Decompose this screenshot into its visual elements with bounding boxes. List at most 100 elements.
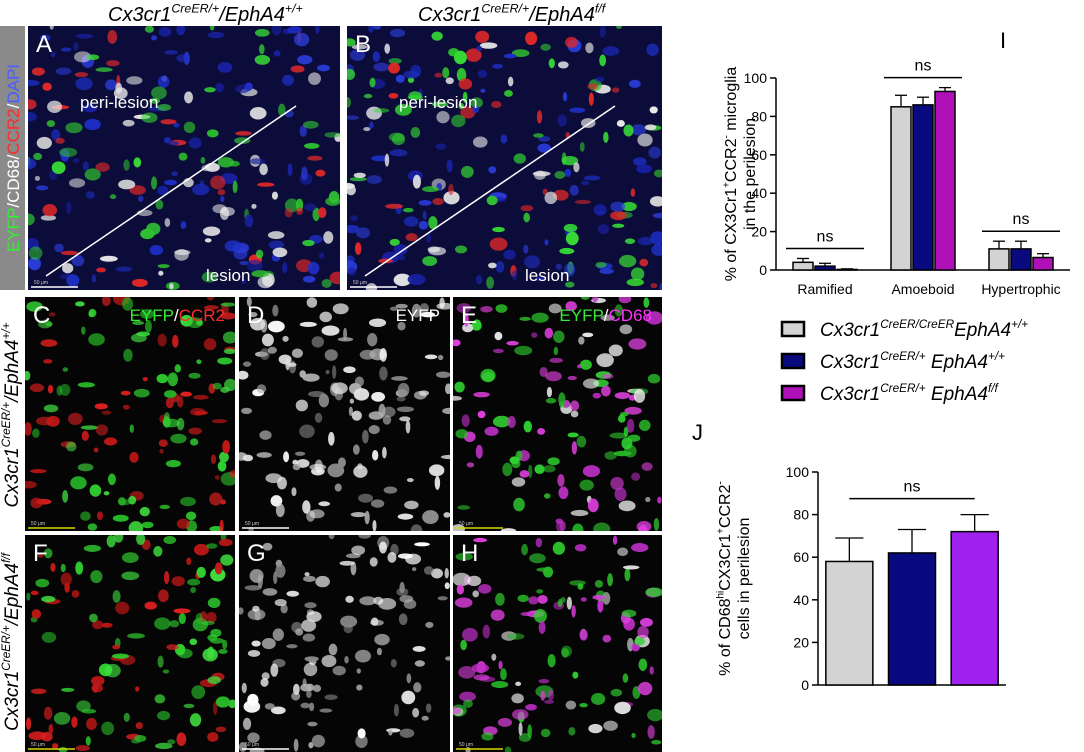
cell xyxy=(142,376,148,382)
cell xyxy=(256,452,272,458)
cell xyxy=(491,653,497,661)
cell xyxy=(311,336,324,348)
cell xyxy=(500,668,507,681)
region-label: peri-lesion xyxy=(80,93,158,112)
stain: EYFP xyxy=(4,208,23,252)
cell xyxy=(412,645,426,652)
cell xyxy=(445,656,450,661)
cell xyxy=(511,270,518,281)
text-part: EphA4 xyxy=(954,320,1011,341)
cell xyxy=(350,511,367,518)
cell xyxy=(453,395,462,401)
cell xyxy=(242,717,252,730)
cell xyxy=(497,717,513,727)
cell xyxy=(582,332,594,338)
cell xyxy=(311,734,325,748)
cell xyxy=(164,217,171,227)
cell xyxy=(368,26,374,33)
cell xyxy=(426,232,432,243)
cell xyxy=(343,624,353,634)
cell xyxy=(28,257,42,271)
cell xyxy=(458,666,476,679)
cell xyxy=(324,349,338,361)
cell xyxy=(611,87,620,93)
cell xyxy=(258,44,265,55)
cell xyxy=(95,424,108,436)
cell xyxy=(155,199,164,210)
cell xyxy=(174,249,191,256)
cell xyxy=(631,472,641,481)
cell xyxy=(157,333,167,347)
cell xyxy=(357,463,363,470)
text-part: +/+ xyxy=(1011,318,1028,331)
cell xyxy=(302,373,320,382)
cell xyxy=(112,644,121,650)
cell xyxy=(224,378,235,392)
cell xyxy=(394,103,412,116)
scale-label: 50 μm xyxy=(459,742,473,748)
cell xyxy=(519,470,530,478)
cell xyxy=(84,168,101,181)
cell xyxy=(357,728,366,739)
cell xyxy=(170,433,187,444)
cell xyxy=(515,681,522,687)
bar xyxy=(950,530,999,686)
cell xyxy=(127,633,145,639)
cell xyxy=(29,383,45,393)
panel-letter: G xyxy=(247,540,266,567)
cell xyxy=(239,370,249,380)
cell xyxy=(406,477,414,483)
y-tick-label: 100 xyxy=(786,464,810,480)
cell xyxy=(462,91,468,103)
cell xyxy=(273,50,281,57)
cell xyxy=(593,522,611,531)
cell xyxy=(488,166,497,174)
cell xyxy=(564,168,572,177)
cell xyxy=(419,303,430,315)
cell xyxy=(535,537,543,548)
cell xyxy=(527,724,532,739)
cell xyxy=(43,359,53,364)
cell xyxy=(186,557,192,566)
cell xyxy=(131,278,148,287)
cell xyxy=(229,470,235,478)
cell xyxy=(165,460,181,468)
stain: CD68 xyxy=(609,306,652,325)
text-part: hi xyxy=(715,591,726,599)
cell xyxy=(650,283,658,289)
cell xyxy=(621,609,637,618)
cell xyxy=(534,464,545,475)
cell xyxy=(588,723,603,734)
cell xyxy=(243,700,261,713)
cell xyxy=(207,31,225,39)
text-part: CreER/+ xyxy=(880,350,926,363)
cell xyxy=(157,655,164,668)
cell xyxy=(418,199,432,206)
cell xyxy=(626,418,635,433)
cell xyxy=(354,376,364,387)
cell xyxy=(71,716,78,728)
cell xyxy=(169,620,180,628)
cell xyxy=(95,67,113,72)
cell xyxy=(571,441,578,455)
segmented-text: Cx3cr1CreER/+/EphA4+/+ xyxy=(0,322,23,507)
cell xyxy=(582,465,601,478)
cell xyxy=(291,348,303,359)
cell xyxy=(404,500,419,510)
cell xyxy=(217,460,227,472)
micrograph-cells xyxy=(347,26,662,290)
cell xyxy=(545,371,562,382)
cell xyxy=(96,267,106,273)
cell xyxy=(407,95,423,100)
cell xyxy=(33,152,43,161)
cell xyxy=(395,74,405,83)
cell xyxy=(66,441,77,452)
cell xyxy=(257,574,263,588)
cell xyxy=(579,141,585,152)
cell xyxy=(455,245,468,254)
cell xyxy=(156,373,169,384)
cell xyxy=(601,373,614,380)
cell xyxy=(580,359,592,370)
cell xyxy=(176,26,186,36)
cell xyxy=(332,665,346,676)
